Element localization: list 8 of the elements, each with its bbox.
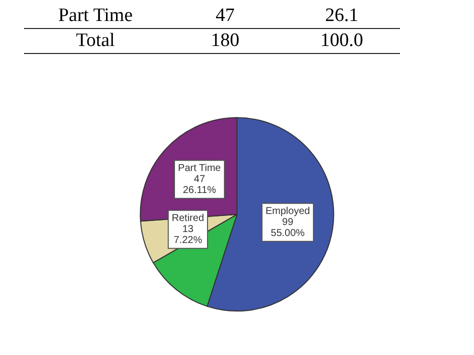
slice-label: Employed [265, 206, 310, 217]
text: Part Time 47 26.1 [58, 5, 358, 26]
slice-label: Retired [172, 212, 204, 224]
slice-label: Part Time [178, 162, 222, 174]
data-label: 99 55.00% [270, 216, 305, 239]
data-label: 13 7.22% [174, 224, 202, 246]
data-label: 47 26.11% [182, 174, 216, 196]
text: Total 180 100.0 [76, 30, 364, 51]
